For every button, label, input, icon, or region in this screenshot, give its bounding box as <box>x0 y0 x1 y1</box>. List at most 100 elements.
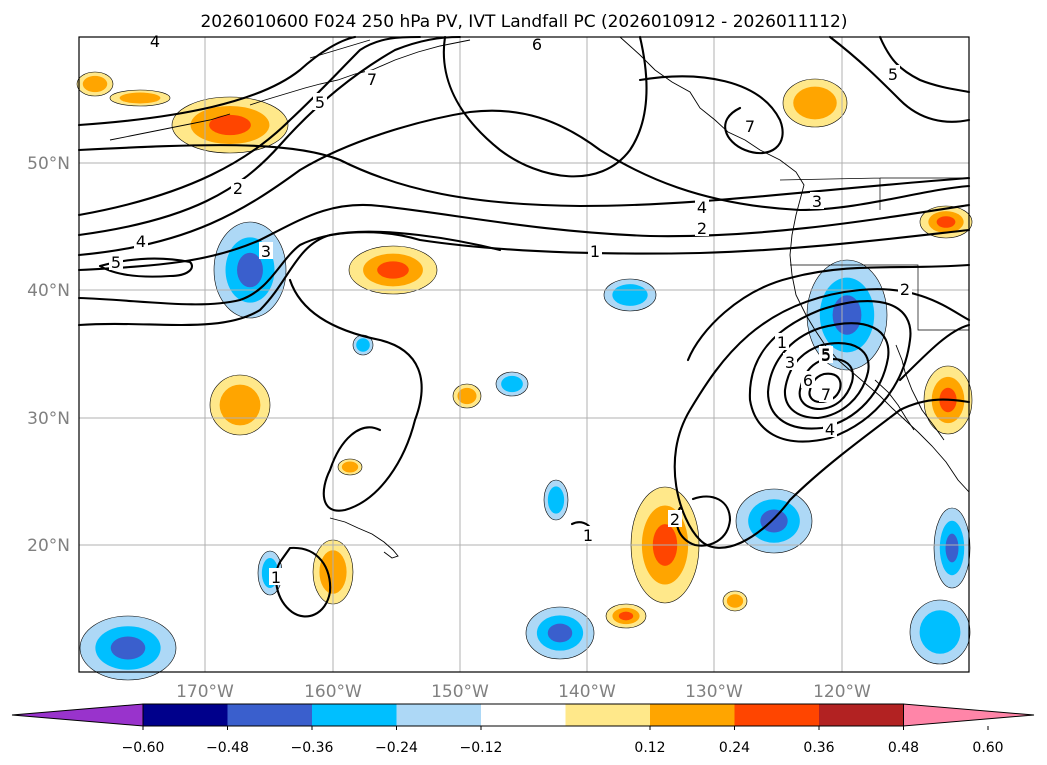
contour-label: 7 <box>367 70 377 89</box>
contour-label: 1 <box>271 568 281 587</box>
gulf-of-california-coast <box>895 344 945 441</box>
colorbar-segment <box>734 704 819 726</box>
contour-label: 3 <box>812 192 822 211</box>
negative-anomaly-shading <box>760 509 788 533</box>
west-coast-north-america <box>619 36 970 493</box>
lon-label-170w: 170°W <box>176 682 234 702</box>
contour-line <box>288 278 423 512</box>
lat-label-30n: 30°N <box>27 409 70 429</box>
contour-label-bg <box>313 93 327 110</box>
contour-label-bg <box>530 35 544 52</box>
contour-label: 4 <box>825 420 835 439</box>
contour-label-bg <box>898 280 912 297</box>
alaska-peninsula-coast <box>249 39 471 106</box>
contour-label-bg <box>810 192 824 209</box>
positive-anomaly-shading <box>82 75 108 93</box>
contour-line <box>77 228 971 306</box>
colorbar-tick-label: −0.60 <box>122 740 165 756</box>
contour-line <box>748 300 912 443</box>
contour-label-bg <box>148 32 162 49</box>
latitude-labels: 50°N 40°N 30°N 20°N <box>27 154 70 556</box>
contour-label: 5 <box>821 345 831 364</box>
contour-label: 5 <box>315 93 325 112</box>
contour-label: 2 <box>697 219 707 238</box>
contour-label: 4 <box>136 232 146 251</box>
contour-line <box>77 144 971 208</box>
contour-line <box>77 35 357 127</box>
contour-label: 4 <box>150 32 160 51</box>
contour-line <box>898 398 971 412</box>
contour-label-bg <box>581 526 595 543</box>
contour-line <box>98 257 193 278</box>
contour-label-bg <box>109 253 123 270</box>
contour-label: 5 <box>111 253 121 272</box>
positive-anomaly-shading <box>341 461 359 473</box>
positive-anomaly-shading <box>618 611 634 621</box>
lon-label-150w: 150°W <box>431 682 489 702</box>
contour-label-bg <box>231 179 245 196</box>
longitude-labels: 170°W 160°W 150°W 140°W 130°W 120°W <box>176 682 871 702</box>
map-frame <box>78 36 970 673</box>
aleutian-islands <box>109 113 231 141</box>
political-borders <box>779 177 969 331</box>
lon-label-130w: 130°W <box>685 682 743 702</box>
contour-label-bg <box>259 242 273 259</box>
map-title: 2026010600 F024 250 hPa PV, IVT Landfall… <box>200 12 847 32</box>
contour-line <box>766 322 890 430</box>
contour-line <box>442 35 648 178</box>
lon-label-140w: 140°W <box>558 682 616 702</box>
contour-label: 5 <box>821 346 831 365</box>
contour-line <box>898 323 971 382</box>
negative-anomaly-shading <box>237 252 263 288</box>
contour-label: 1 <box>590 242 600 261</box>
contour-label: 2 <box>670 510 680 529</box>
contour-label-bg <box>588 242 602 259</box>
negative-anomaly-shading <box>547 486 565 514</box>
contour-label-bg <box>695 198 709 215</box>
contour-label: 2 <box>233 179 243 198</box>
contour-label-bg <box>668 510 682 527</box>
colorbar-tick-label: −0.24 <box>375 740 418 756</box>
contour-line <box>828 35 971 123</box>
colorbar-min-extend <box>11 703 144 727</box>
colorbar-segment <box>819 704 904 726</box>
contour-label: 3 <box>261 242 271 261</box>
negative-anomaly-shading <box>110 636 146 660</box>
colorbar-tick-label: −0.48 <box>206 740 249 756</box>
contour-label: 6 <box>532 35 542 54</box>
contour-label: 1 <box>777 333 787 352</box>
colorbar-segment <box>396 704 481 726</box>
hawaiian-islands <box>329 517 399 559</box>
lat-label-20n: 20°N <box>27 536 70 556</box>
contour-line <box>77 35 462 237</box>
lon-label-160w: 160°W <box>304 682 362 702</box>
contour-line <box>673 288 971 542</box>
colorbar-frame <box>142 703 904 727</box>
contour-line <box>686 263 971 362</box>
contour-label: 7 <box>821 385 831 404</box>
contour-line <box>878 35 971 94</box>
colorbar-max-extend <box>903 703 1035 727</box>
contour-label-bg <box>743 117 757 134</box>
colorbar-segment <box>481 704 566 726</box>
contour-line <box>783 342 870 420</box>
contour-line <box>638 75 784 155</box>
negative-anomaly-shading <box>547 623 573 643</box>
contour-label-bg <box>365 70 379 87</box>
negative-anomaly-shading <box>501 375 523 393</box>
coastlines <box>109 36 970 559</box>
lat-label-40n: 40°N <box>27 281 70 301</box>
contour-label-bg <box>819 385 833 402</box>
contour-label-bg <box>134 232 148 249</box>
contour-label: 7 <box>745 117 755 136</box>
lat-label-50n: 50°N <box>27 154 70 174</box>
contour-label: 1 <box>583 526 593 545</box>
baja-peninsula <box>874 379 915 431</box>
colorbar-tick-label: 0.60 <box>972 740 1003 756</box>
colorbar-tick-label: 0.48 <box>888 740 919 756</box>
colorbar: −0.60 −0.48 −0.36 −0.24 −0.12 0.12 0.24 0.36 0.4… <box>11 703 1035 756</box>
contour-label: 3 <box>785 353 795 372</box>
contour-label: 4 <box>697 198 707 217</box>
pv-contours <box>77 35 971 618</box>
